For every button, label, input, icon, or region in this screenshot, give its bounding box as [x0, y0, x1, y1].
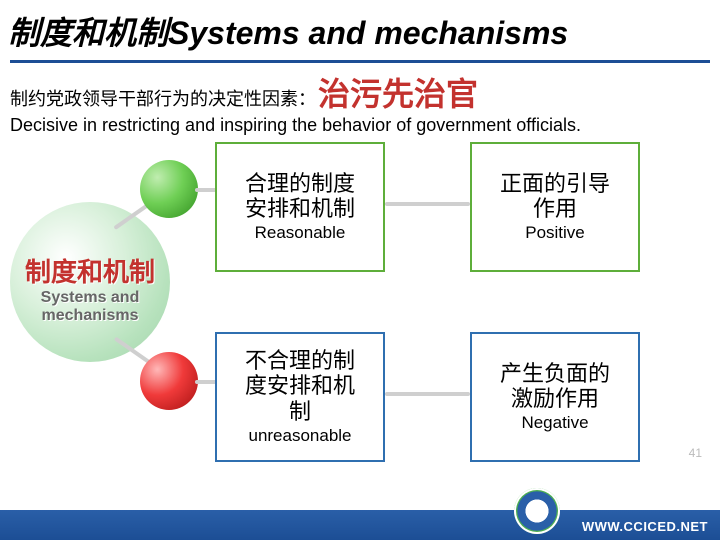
title-underline [10, 60, 710, 63]
box-reasonable: 合理的制度安排和机制 Reasonable [215, 142, 385, 272]
hub-label-en: Systems and mechanisms [0, 289, 180, 324]
box-negative-en: Negative [521, 413, 588, 433]
box-reasonable-cn: 合理的制度安排和机制 [240, 171, 360, 222]
subtitle-en: Decisive in restricting and inspiring th… [0, 115, 720, 142]
connector-r2b [385, 392, 470, 396]
subtitle-row: 制约党政领导干部行为的决定性因素： 治污先治官 [0, 69, 720, 115]
box-unreasonable-en: unreasonable [248, 426, 351, 446]
connector-r1b [385, 202, 470, 206]
subtitle-highlight: 治污先治官 [318, 69, 478, 115]
box-negative: 产生负面的激励作用 Negative [470, 332, 640, 462]
box-unreasonable-cn: 不合理的制度安排和机制 [240, 348, 360, 424]
diagram-area: 制度和机制 Systems and mechanisms 合理的制度安排和机制 … [0, 142, 720, 502]
subtitle-cn: 制约党政领导干部行为的决定性因素： [10, 85, 316, 111]
page-number: 41 [689, 446, 702, 460]
dot-reasonable [140, 160, 198, 218]
box-positive: 正面的引导作用 Positive [470, 142, 640, 272]
hub-label-cn: 制度和机制 [0, 252, 180, 289]
dot-unreasonable [140, 352, 198, 410]
page-title: 制度和机制Systems and mechanisms [0, 0, 720, 56]
footer-url: WWW.CCICED.NET [582, 519, 708, 534]
box-unreasonable: 不合理的制度安排和机制 unreasonable [215, 332, 385, 462]
box-reasonable-en: Reasonable [255, 223, 346, 243]
logo-icon [514, 488, 560, 534]
box-negative-cn: 产生负面的激励作用 [490, 361, 620, 412]
box-positive-cn: 正面的引导作用 [495, 171, 615, 222]
box-positive-en: Positive [525, 223, 585, 243]
hub-label: 制度和机制 Systems and mechanisms [0, 252, 180, 324]
